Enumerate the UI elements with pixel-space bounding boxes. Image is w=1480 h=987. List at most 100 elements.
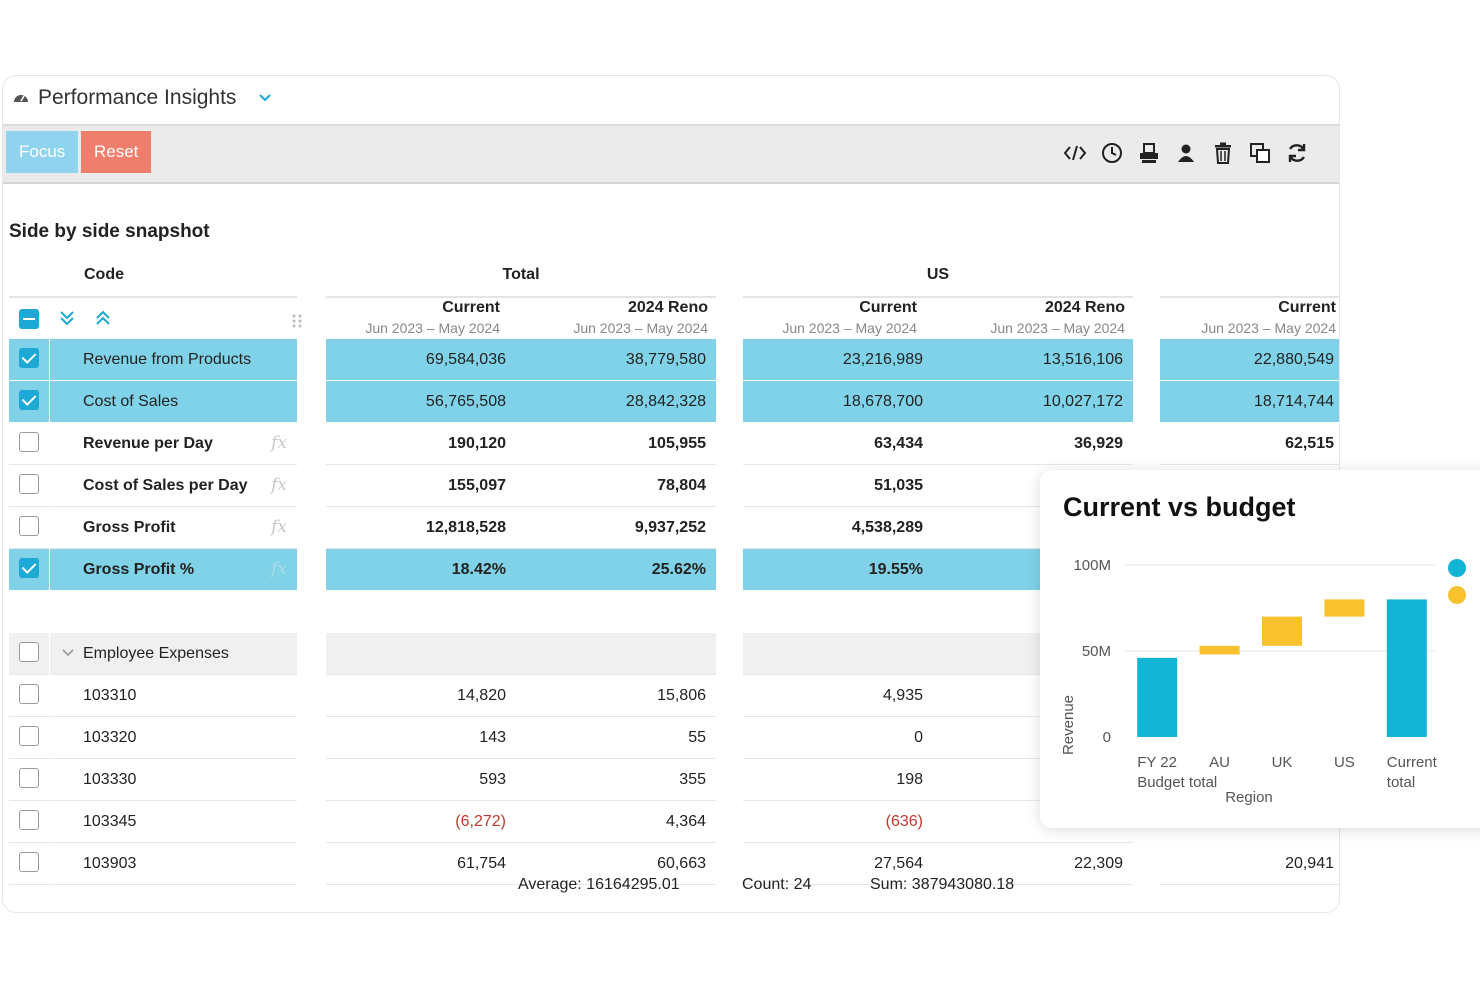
reset-button[interactable]: Reset — [81, 131, 151, 173]
select-all-checkbox[interactable] — [19, 309, 39, 329]
row-checkbox[interactable] — [19, 642, 39, 662]
row-checkbox[interactable] — [19, 474, 39, 494]
row-checkbox[interactable] — [19, 810, 39, 830]
x-tick-label: total — [1387, 774, 1415, 791]
cell-value: 0 — [743, 717, 923, 758]
cell-value: 4,538,289 — [743, 507, 923, 548]
column-period: Jun 2023 – May 2024 — [508, 320, 708, 336]
user-share-icon[interactable] — [1173, 141, 1198, 166]
row-checkbox[interactable] — [19, 684, 39, 704]
column-title: Current — [717, 299, 917, 317]
toolbar-icons — [1062, 139, 1309, 167]
trash-icon[interactable] — [1210, 141, 1235, 166]
formula-icon: fx — [271, 549, 287, 590]
column-title: 2024 Reno — [925, 299, 1125, 317]
row-label: 103320 — [83, 717, 136, 758]
row-checkbox[interactable] — [19, 390, 39, 410]
bar — [1324, 599, 1364, 616]
row-label: Revenue per Day — [83, 423, 213, 464]
legend-dot-total — [1448, 559, 1466, 577]
column-period: Jun 2023 – May 2024 — [300, 320, 500, 336]
code-column-header: Code — [84, 266, 124, 284]
bar — [1200, 646, 1240, 655]
cell-value: 23,216,989 — [743, 339, 923, 380]
bar — [1262, 617, 1302, 646]
footer-count: Count: 24 — [742, 876, 811, 894]
refresh-icon[interactable] — [1284, 141, 1309, 166]
row-label: Cost of Sales — [83, 381, 178, 422]
print-icon[interactable] — [1136, 141, 1161, 166]
row-label: Revenue from Products — [83, 339, 251, 380]
x-tick-label: Budget total — [1137, 774, 1217, 791]
cell-value: 18,678,700 — [743, 381, 923, 422]
row-checkbox[interactable] — [19, 558, 39, 578]
cell-value: 155,097 — [326, 465, 506, 506]
x-tick-label: UK — [1272, 754, 1293, 771]
cell-value: 38,779,580 — [526, 339, 706, 380]
cell-value: 56,765,508 — [326, 381, 506, 422]
expand-all-icon[interactable] — [58, 309, 76, 327]
cell-value: 18,714,744 — [1154, 381, 1334, 422]
bar — [1387, 599, 1427, 737]
x-tick-label: FY 22 — [1137, 754, 1177, 771]
code-icon[interactable] — [1062, 141, 1087, 166]
y-tick-label: 100M — [1073, 557, 1111, 574]
x-tick-label: Current — [1387, 754, 1438, 771]
cell-value: 63,434 — [743, 423, 923, 464]
cell-value: 22,880,549 — [1154, 339, 1334, 380]
x-axis-label: Region — [1225, 789, 1273, 806]
cell-value-negative: (636) — [743, 801, 923, 842]
group-header-us: US — [743, 266, 1133, 284]
cell-value: 355 — [526, 759, 706, 800]
row-checkbox[interactable] — [19, 726, 39, 746]
cell-value: 10,027,172 — [943, 381, 1123, 422]
waterfall-chart: 050M100MFY 22Budget totalAU UK US Currentto… — [1040, 470, 1480, 828]
row-checkbox[interactable] — [19, 516, 39, 536]
x-tick-label: AU — [1209, 754, 1230, 771]
chevron-down-icon[interactable] — [257, 90, 273, 106]
cell-value: 13,516,106 — [943, 339, 1123, 380]
cell-value: 19.55% — [743, 549, 923, 590]
cell-value: 69,584,036 — [326, 339, 506, 380]
y-tick-label: 0 — [1103, 729, 1111, 746]
gauge-icon — [13, 90, 29, 106]
focus-button[interactable]: Focus — [6, 131, 78, 173]
row-label: 103310 — [83, 675, 136, 716]
y-axis-label: Revenue — [1060, 695, 1077, 755]
cell-value: 61,754 — [326, 843, 506, 884]
legend-dot-delta — [1448, 586, 1466, 604]
row-label: 103345 — [83, 801, 136, 842]
formula-icon: fx — [271, 423, 287, 464]
row-label: 103330 — [83, 759, 136, 800]
collapse-all-icon[interactable] — [94, 309, 112, 327]
column-title: 2024 Reno — [508, 299, 708, 317]
cell-value: 55 — [526, 717, 706, 758]
row-checkbox[interactable] — [19, 432, 39, 452]
cell-value: 25.62% — [526, 549, 706, 590]
row-label: 103903 — [83, 843, 136, 884]
copy-icon[interactable] — [1247, 141, 1272, 166]
row-checkbox[interactable] — [19, 852, 39, 872]
cell-value: 15,806 — [526, 675, 706, 716]
cell-value: 51,035 — [743, 465, 923, 506]
chart-card: Current vs budget 0 50M 100M FY 22 Budget to… — [1040, 470, 1480, 828]
cell-value: 78,804 — [526, 465, 706, 506]
x-tick-label: US — [1334, 754, 1355, 771]
cell-value: 4,935 — [743, 675, 923, 716]
cell-value: 4,364 — [526, 801, 706, 842]
group-header-total: Total — [326, 266, 716, 284]
card-header: Performance Insights — [3, 76, 1339, 124]
toolbar: Focus Reset — [3, 124, 1339, 184]
column-period: Jun 2023 – May 2024 — [925, 320, 1125, 336]
clock-icon[interactable] — [1099, 141, 1124, 166]
cell-value: 198 — [743, 759, 923, 800]
page-title: Performance Insights — [38, 86, 236, 110]
chevron-down-icon[interactable] — [61, 647, 75, 659]
cell-value: 14,820 — [326, 675, 506, 716]
row-checkbox[interactable] — [19, 768, 39, 788]
section-title: Side by side snapshot — [9, 221, 210, 243]
cell-value: 18.42% — [326, 549, 506, 590]
cell-value: 190,120 — [326, 423, 506, 464]
column-title: Current — [1136, 299, 1336, 317]
row-checkbox[interactable] — [19, 348, 39, 368]
